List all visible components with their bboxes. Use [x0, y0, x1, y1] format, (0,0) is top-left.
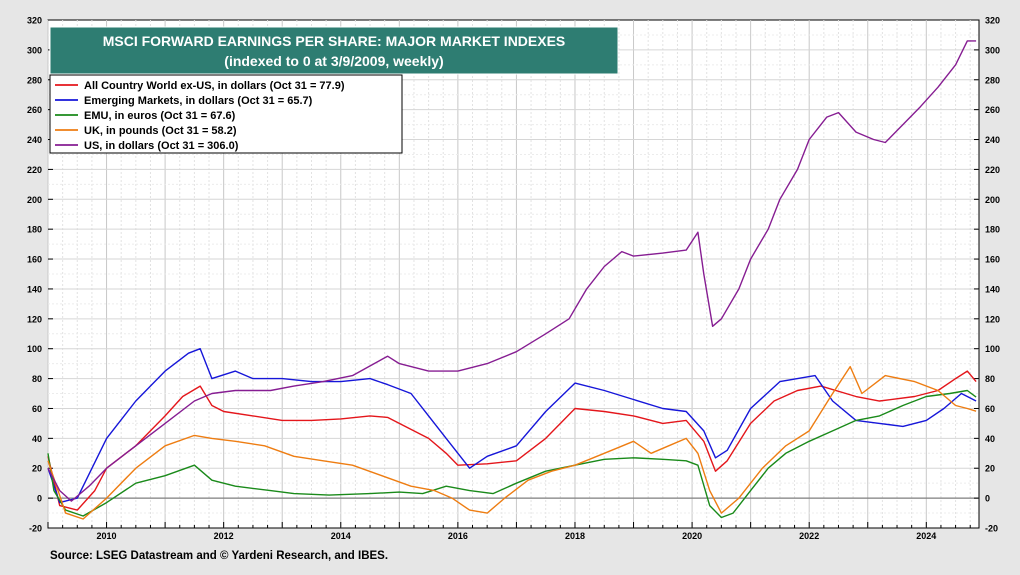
- y-tick-label-left: 300: [27, 45, 42, 55]
- x-tick-label: 2024: [916, 531, 936, 541]
- legend-label: Emerging Markets, in dollars (Oct 31 = 6…: [84, 95, 313, 107]
- y-tick-label-left: 140: [27, 284, 42, 294]
- y-tick-label-left: 120: [27, 314, 42, 324]
- x-tick-label: 2010: [97, 531, 117, 541]
- title-box: MSCI FORWARD EARNINGS PER SHARE: MAJOR M…: [49, 26, 619, 75]
- series-line-3: [47, 389, 977, 519]
- y-tick-label-right: 260: [985, 105, 1000, 115]
- x-axis: 2010 2012 2014 2016 2018 2020 2022 2024: [47, 522, 971, 541]
- y-tick-label-left: 220: [27, 165, 42, 175]
- y-tick-label-right: 120: [985, 314, 1000, 324]
- source-note: Source: LSEG Datastream and © Yardeni Re…: [50, 550, 388, 562]
- x-tick-label: 2018: [565, 531, 585, 541]
- x-tick-label: 2020: [682, 531, 702, 541]
- x-tick-label: 2022: [799, 531, 819, 541]
- y-tick-label-left: 40: [32, 434, 42, 444]
- y-tick-label-left: 180: [27, 225, 42, 235]
- y-tick-label-right: 60: [985, 404, 995, 414]
- y-tick-label-right: 140: [985, 284, 1000, 294]
- y-tick-label-left: 60: [32, 404, 42, 414]
- chart-title: MSCI FORWARD EARNINGS PER SHARE: MAJOR M…: [103, 33, 566, 49]
- legend-label: UK, in pounds (Oct 31 = 58.2): [84, 125, 237, 137]
- x-tick-label: 2016: [448, 531, 468, 541]
- y-tick-label-right: 20: [985, 464, 995, 474]
- y-tick-label-right: 280: [985, 75, 1000, 85]
- y-tick-label-left: 320: [27, 16, 42, 26]
- y-tick-label-right: -20: [985, 524, 998, 534]
- y-axis-right: -20 0 20 40 60 80 100 120 140 160 180 200 220 240 260 2…: [974, 16, 1000, 534]
- y-tick-label-left: 20: [32, 464, 42, 474]
- y-tick-label-left: 80: [32, 374, 42, 384]
- y-tick-label-right: 240: [985, 135, 1000, 145]
- x-tick-label: 2012: [214, 531, 234, 541]
- series-line-2: [47, 348, 977, 504]
- y-tick-label-right: 0: [985, 494, 990, 504]
- series-lines: [47, 40, 977, 520]
- legend-label: EMU, in euros (Oct 31 = 67.6): [84, 110, 236, 122]
- y-tick-label-left: 260: [27, 105, 42, 115]
- x-tick-label: 2014: [331, 531, 351, 541]
- y-tick-label-left: -20: [29, 524, 42, 534]
- y-tick-label-left: 280: [27, 75, 42, 85]
- y-tick-label-right: 300: [985, 45, 1000, 55]
- y-tick-label-right: 80: [985, 374, 995, 384]
- y-tick-label-right: 100: [985, 344, 1000, 354]
- y-tick-label-left: 0: [37, 494, 42, 504]
- legend-box: [49, 74, 403, 154]
- y-tick-label-right: 200: [985, 195, 1000, 205]
- chart-subtitle: (indexed to 0 at 3/9/2009, weekly): [224, 53, 443, 69]
- y-tick-label-left: 200: [27, 195, 42, 205]
- y-tick-label-left: 240: [27, 135, 42, 145]
- y-axis-left: -20 0 20 40 60 80 100 120 140 160 180 200 220 240 260 2…: [27, 16, 53, 534]
- legend: All Country World ex-US, in dollars (Oct…: [49, 74, 403, 154]
- y-tick-label-left: 100: [27, 344, 42, 354]
- legend-label: All Country World ex-US, in dollars (Oct…: [84, 80, 345, 92]
- series-line-4: [47, 365, 977, 520]
- legend-label: US, in dollars (Oct 31 = 306.0): [84, 140, 239, 152]
- series-line-1: [47, 370, 977, 511]
- y-tick-label-right: 160: [985, 255, 1000, 265]
- series-line-5: [47, 40, 977, 502]
- y-tick-label-left: 160: [27, 255, 42, 265]
- y-tick-label-right: 220: [985, 165, 1000, 175]
- y-tick-label-right: 320: [985, 16, 1000, 26]
- y-tick-label-right: 40: [985, 434, 995, 444]
- y-tick-label-right: 180: [985, 225, 1000, 235]
